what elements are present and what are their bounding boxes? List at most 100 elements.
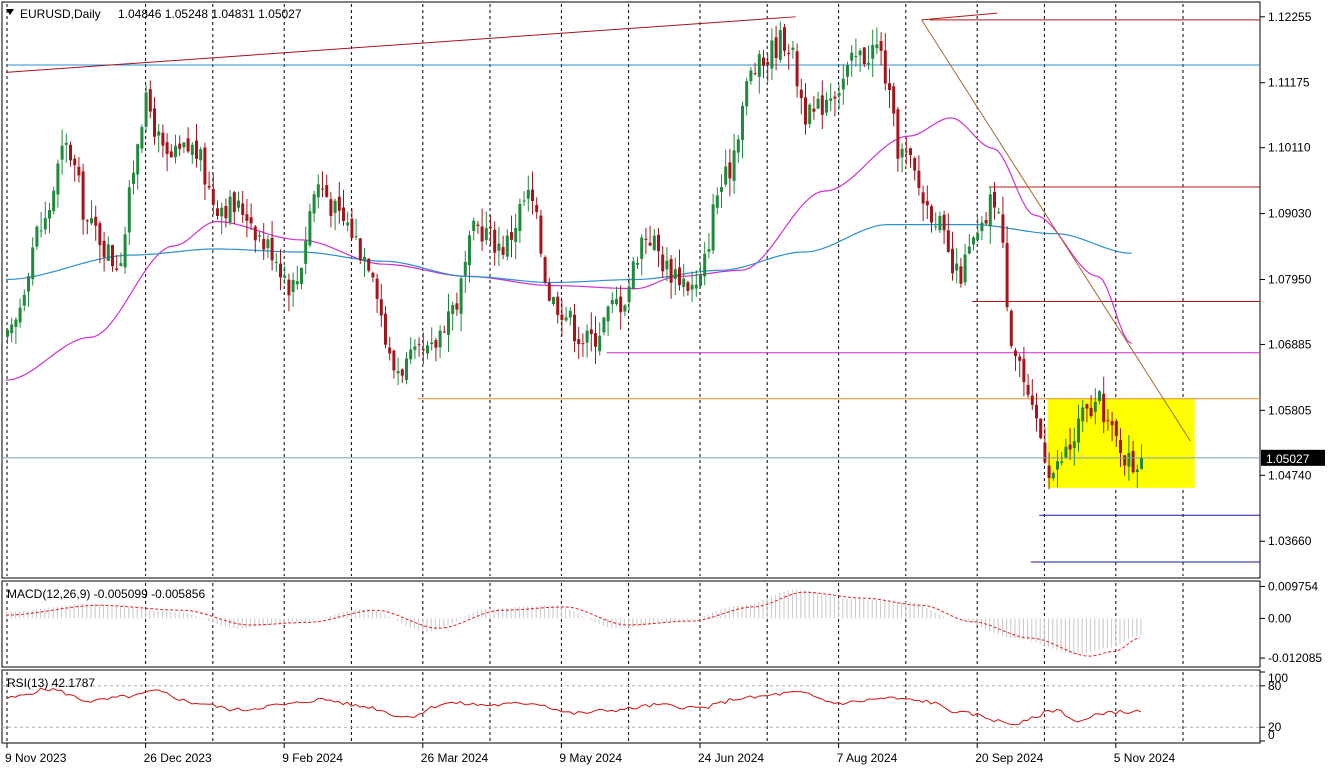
candle-body [732,150,736,181]
candle-body [375,278,379,299]
candle-body [690,284,694,290]
macd-y-tick-label: 0.009754 [1268,579,1318,593]
rsi-indicator [2,685,1260,728]
candle-body [228,196,232,223]
x-tick-label: 5 Nov 2024 [1114,751,1176,765]
ma-fast-line [5,117,1132,381]
candle-body [745,81,749,107]
triangle-down-icon[interactable] [6,9,14,15]
candle-body [438,330,442,348]
candle-body [589,329,593,334]
candle-body [829,98,833,101]
candle-body [984,220,988,224]
candle-body [724,166,728,185]
candle-body [556,296,560,316]
y-tick-label: 1.07950 [1268,272,1312,286]
candle-body [1039,418,1043,439]
candle-body [858,50,862,56]
candle-body [304,240,308,264]
candle-body [18,307,22,323]
candle-body [52,190,56,212]
candle-body [791,47,795,50]
candle-body [308,211,312,246]
candle-body [997,211,1001,213]
candle-body [669,259,673,283]
candle-body [31,247,35,280]
candle-body [27,276,30,292]
candle-body [652,235,656,250]
candle-body [1102,393,1106,423]
x-tick-label: 9 Feb 2024 [282,751,343,765]
candle-body [1089,407,1093,417]
candle-body [951,248,954,274]
candle-body [972,237,975,245]
candle-body [463,261,467,276]
candle-body [1051,473,1055,479]
candle-body [909,148,912,156]
candle-body [518,203,522,232]
candle-body [1077,418,1080,443]
candle-body [249,217,253,224]
candle-body [35,226,39,247]
macd-title: MACD(12,26,9) -0.005099 -0.005856 [7,587,205,601]
candle-body [833,96,837,99]
candle-body [505,235,509,257]
candle-body [993,191,996,208]
candle-body [657,234,660,252]
candle-body [253,226,257,241]
candle-body [1098,391,1101,402]
trend-line [921,12,998,21]
candle-body [1005,242,1009,308]
candle-body [220,207,224,217]
candle-body [795,51,799,87]
candle-body [812,108,816,112]
candle-body [921,192,925,204]
candle-body [119,263,123,266]
candle-body [489,227,492,229]
candle-body [283,275,287,278]
candle-body [841,78,845,90]
candle-body [1001,214,1005,243]
candle-body [1064,446,1068,458]
candle-body [388,347,392,354]
candle-body [182,142,186,148]
rsi-pane-frame [1,669,1261,744]
candle-body [850,52,854,61]
candle-body [211,188,215,205]
candle-body [820,95,824,115]
candle-body [300,267,303,284]
candle-body [757,54,761,77]
candle-body [955,263,959,271]
candle-body [673,269,677,279]
candle-body [577,339,581,345]
candle-body [766,61,770,65]
current-price-label: 1.05027 [1266,452,1310,466]
candle-body [207,185,211,188]
candle-body [455,303,459,310]
y-tick-label: 1.11175 [1268,76,1310,90]
candle-body [48,210,51,219]
candle-body [1009,310,1013,346]
y-tick-label: 1.03660 [1268,534,1312,548]
candle-body [1114,421,1118,437]
candle-body [346,222,350,226]
x-tick-label: 20 Sep 2024 [975,751,1043,765]
candle-body [274,262,278,264]
candle-body [888,83,891,90]
candle-body [178,143,182,149]
ohlc-readout: 1.04846 1.05248 1.04831 1.05027 [118,7,302,21]
candle-body [564,317,568,321]
macd-indicator [6,589,1142,657]
candle-body [106,244,110,261]
candle-body [480,226,484,242]
candle-body [476,224,480,226]
candle-body [976,233,980,241]
candle-body [224,205,228,219]
candle-body [644,238,648,240]
candle-body [602,317,606,333]
candle-body [875,44,879,49]
candle-body [1110,421,1114,426]
candle-body [266,239,270,249]
